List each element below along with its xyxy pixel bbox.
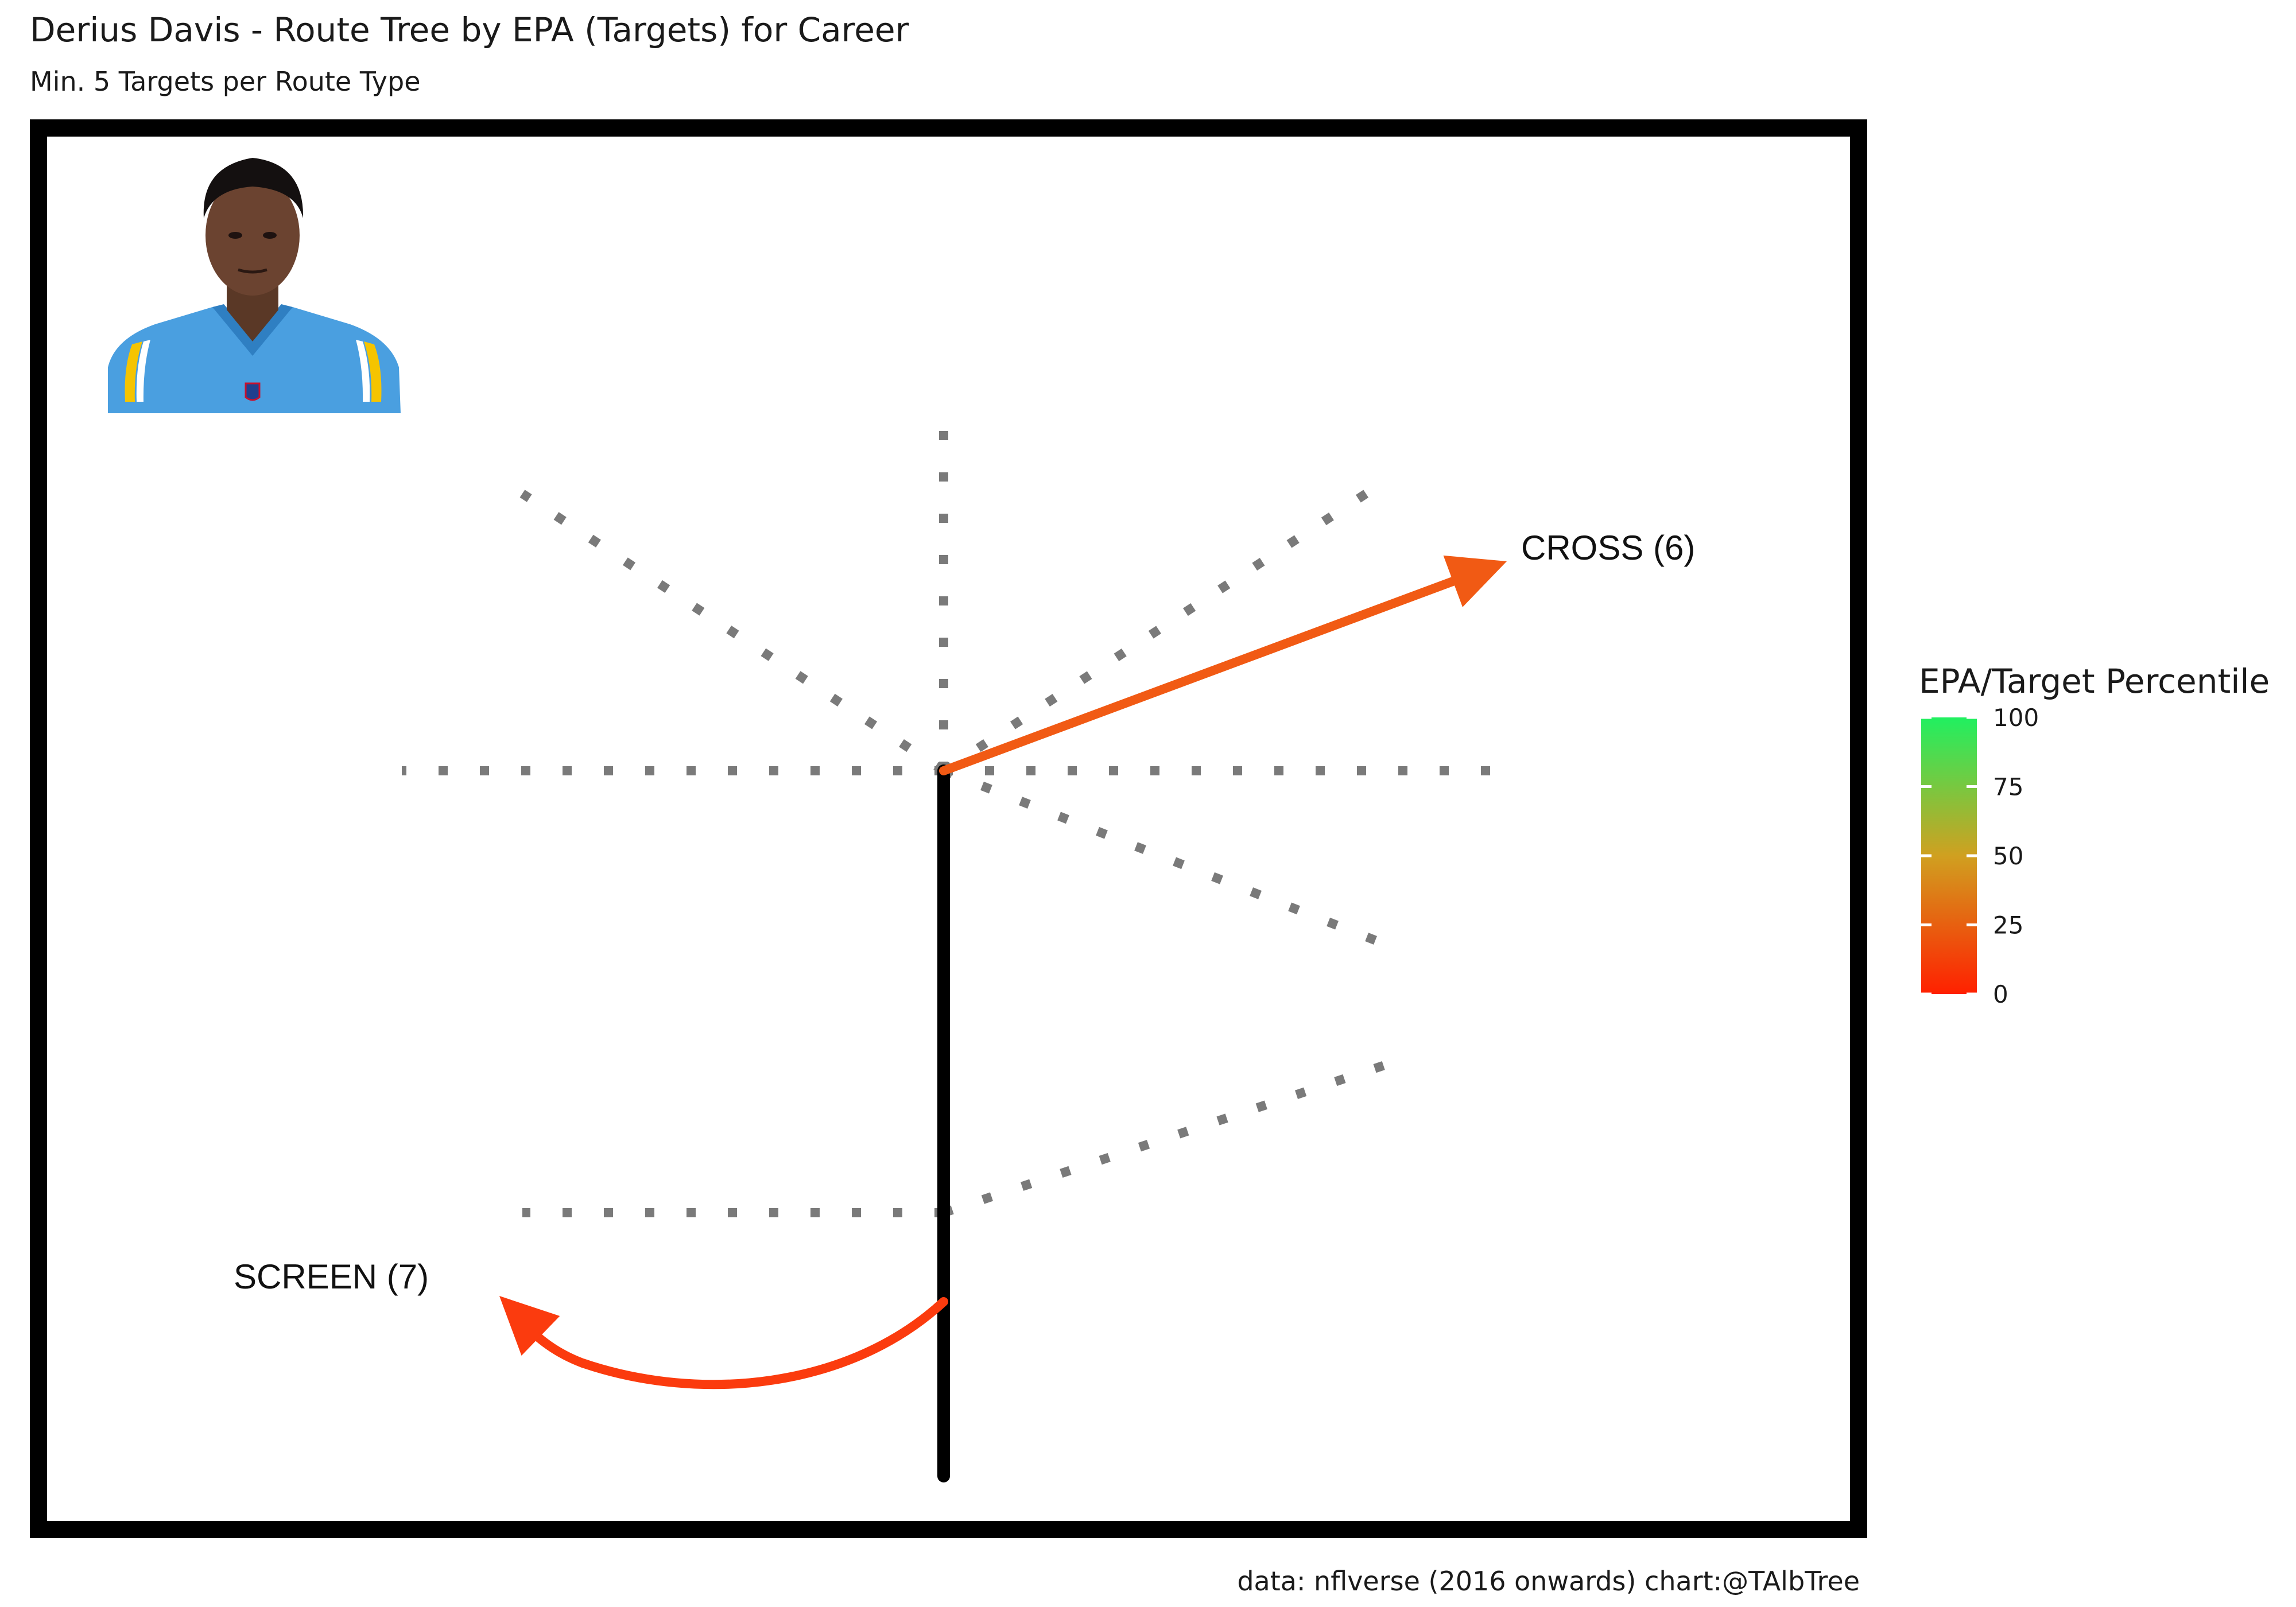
- player-jersey-stripe-right-white: [356, 340, 370, 402]
- chart-caption: data: nflverse (2016 onwards) chart:@TAl…: [1237, 1566, 1860, 1597]
- route-cross-line: [939, 570, 1474, 775]
- legend-tick-label: 75: [1993, 773, 2023, 801]
- route-tree-guides: [402, 430, 1492, 1217]
- player-eye-right: [263, 232, 277, 239]
- player-jersey-stripe-right: [364, 341, 382, 402]
- legend-tick-label: 0: [1993, 980, 2008, 1008]
- player-hair: [203, 158, 304, 218]
- route-screen-line: [515, 1297, 948, 1389]
- player-jersey-stripe-left-white: [136, 340, 150, 402]
- player-head: [205, 175, 300, 296]
- guide-diagonal-up-right: [941, 490, 1369, 775]
- chart-subtitle: Min. 5 Targets per Route Type: [30, 66, 421, 97]
- player-jersey-stripe-left: [125, 341, 142, 402]
- player-mouth: [238, 268, 267, 274]
- legend-tick-label: 100: [1993, 704, 2039, 732]
- player-jersey-logo: [245, 382, 261, 401]
- player-collar: [212, 304, 293, 356]
- legend-tick-label: 50: [1993, 842, 2023, 870]
- legend-title: EPA/Target Percentile: [1919, 662, 2270, 701]
- player-eye-left: [228, 232, 242, 239]
- route-cross-arrowhead: [1443, 555, 1507, 607]
- player-jersey: [108, 307, 401, 413]
- guide-diagonal-up-left: [519, 490, 947, 775]
- chart-title: Derius Davis - Route Tree by EPA (Target…: [30, 10, 909, 49]
- route-label-cross: CROSS (6): [1521, 529, 1695, 567]
- legend: EPA/Target Percentile 0 25 50 75 100: [1919, 662, 2270, 1008]
- legend-ticks: 0 25 50 75 100: [1921, 704, 2039, 1008]
- route-marks: [499, 555, 1507, 1389]
- route-screen-arrowhead: [499, 1296, 560, 1356]
- player-headshot: [108, 158, 401, 413]
- legend-tick-label: 25: [1993, 911, 2023, 940]
- route-label-screen: SCREEN (7): [234, 1257, 429, 1296]
